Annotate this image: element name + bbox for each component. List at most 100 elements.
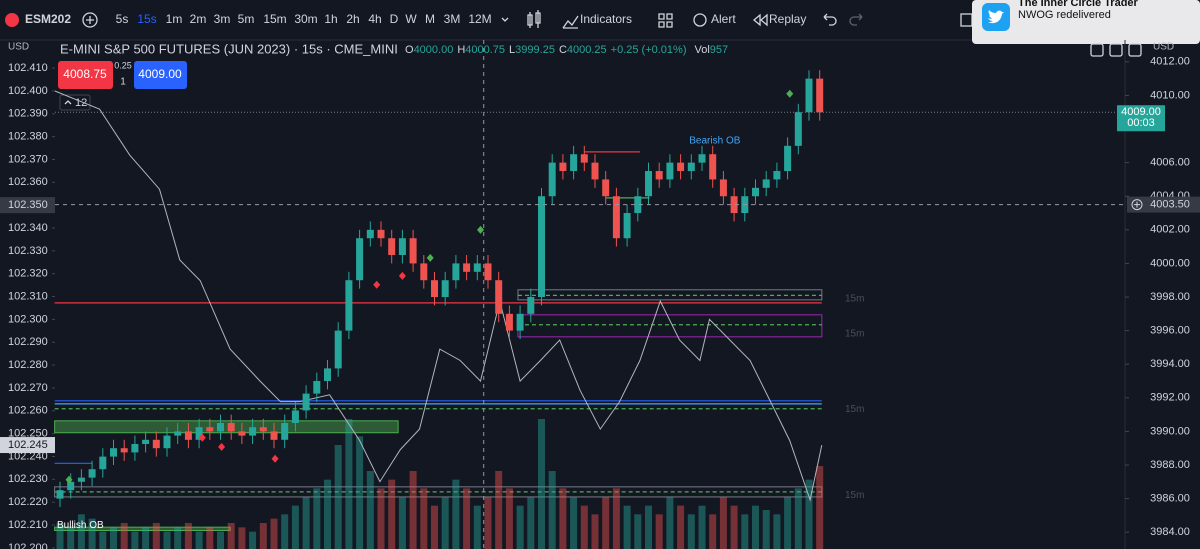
interval[interactable]: 1h [324,12,337,26]
interval-menu[interactable] [501,17,509,22]
interval[interactable]: 4h [368,12,381,26]
interval[interactable]: 2h [346,12,359,26]
crosshair-add-plus [1134,201,1140,208]
candle-body [666,162,674,180]
candle-body [623,213,631,239]
y-tick-label: 4006.00 [1150,157,1190,169]
volume-bar [99,531,107,549]
interval[interactable]: 5s [116,12,129,26]
indicators[interactable]: Indicators [580,12,632,26]
scroll-down[interactable] [1090,43,1104,57]
right-unit[interactable]: USD [1153,42,1174,53]
y2-tick-label: 102.280 [8,359,48,371]
candle-body [538,196,545,298]
legend: USD E-MINI S&P 500 FUTURES (JUN 2023) · … [8,41,1174,57]
volume-bar [281,514,289,549]
buy-button[interactable] [134,61,187,89]
alert[interactable]: Alert [711,12,736,26]
volume-bar [227,523,235,549]
y2-tick-label: 102.290 [8,336,48,348]
replay[interactable]: Replay [769,12,806,26]
volume-bar [345,419,353,549]
interval[interactable]: 1m [166,12,183,26]
y2-tick-label: 102.380 [8,131,48,143]
symbol[interactable]: ESM202 [25,12,71,26]
volume-bar [773,514,781,549]
volume-bar [356,436,364,549]
volume-bar [388,479,396,549]
volume-bar [816,466,824,549]
interval[interactable]: 15m [263,12,286,26]
layouts[interactable] [658,13,673,28]
candle-body [334,330,342,369]
volume-bar [794,488,802,549]
current-price-badge [1117,105,1165,132]
undo[interactable] [823,13,837,26]
candle-body [452,263,460,281]
candle-body [484,263,492,281]
volume-bar [527,497,535,549]
c-label: C [559,44,567,56]
legend-ohlc: O4000.00 H4000.75 L3999.25 C4000.25 +0.25 (+… [405,44,728,56]
interval[interactable]: M [425,12,435,26]
signal-marker [198,433,206,442]
y2-tick-label: 102.330 [8,245,48,257]
add-symbol[interactable] [82,12,98,28]
interval[interactable]: 3m [214,12,231,26]
volume-bar [805,479,813,549]
volume-bar [377,488,385,549]
y2-tick-label: 102.200 [8,542,48,549]
volume-bar [762,510,770,549]
l-label: L [509,44,515,56]
redo[interactable] [849,13,863,26]
change: +0.25 (+0.01%) [611,44,687,56]
interval[interactable]: 5m [238,12,255,26]
left-unit[interactable]: USD [8,42,29,53]
interval[interactable]: W [405,12,417,26]
signal-marker [786,89,794,98]
interval[interactable]: 2m [190,12,207,26]
volume-bar [67,527,75,549]
interval[interactable]: 3M [444,12,461,26]
candle-body [645,171,652,197]
close: 4000.25 [567,44,607,56]
volume-bar [217,531,224,549]
candle-body [99,456,107,470]
candle-body [249,427,257,436]
candle-body [655,171,663,180]
volume-bar [420,488,428,549]
open: 4000.00 [414,44,454,56]
maximize[interactable] [1128,43,1142,57]
candle-body [463,263,471,272]
interval[interactable]: 12M [468,12,491,26]
candle-body [227,423,235,432]
volume-bar [174,527,182,549]
interval[interactable]: 15s [137,12,156,26]
y2-tick-label: 102.270 [8,382,48,394]
interval[interactable]: D [390,12,399,26]
candle-body [184,431,192,440]
interval[interactable]: 30m [294,12,317,26]
zone [54,526,231,532]
sell-button[interactable] [58,61,113,89]
candle-body [281,423,289,440]
notification[interactable]: The Inner Circle Trader NWOG redelivered [972,0,1200,44]
y-tick-label: 4012.00 [1150,56,1190,68]
y2-tick-label: 102.230 [8,473,48,485]
timeframe-label: 15m [845,490,864,501]
y2-tick-label: 102.370 [8,153,48,165]
candle-body [388,238,396,256]
crosshair-add[interactable] [1131,199,1143,211]
collapse-button[interactable] [59,94,91,111]
current-price-label: 4009.00 [1121,106,1161,118]
volume-bar [463,488,471,549]
candle-body [634,196,642,214]
chart-type[interactable] [527,10,541,28]
scroll-bottom[interactable] [1109,43,1123,57]
y-tick-label: 3988.00 [1150,459,1190,471]
quantity[interactable]: 1 [120,77,126,88]
candle-body [816,78,824,113]
candle-body [570,154,578,172]
volume-bar [623,505,631,549]
